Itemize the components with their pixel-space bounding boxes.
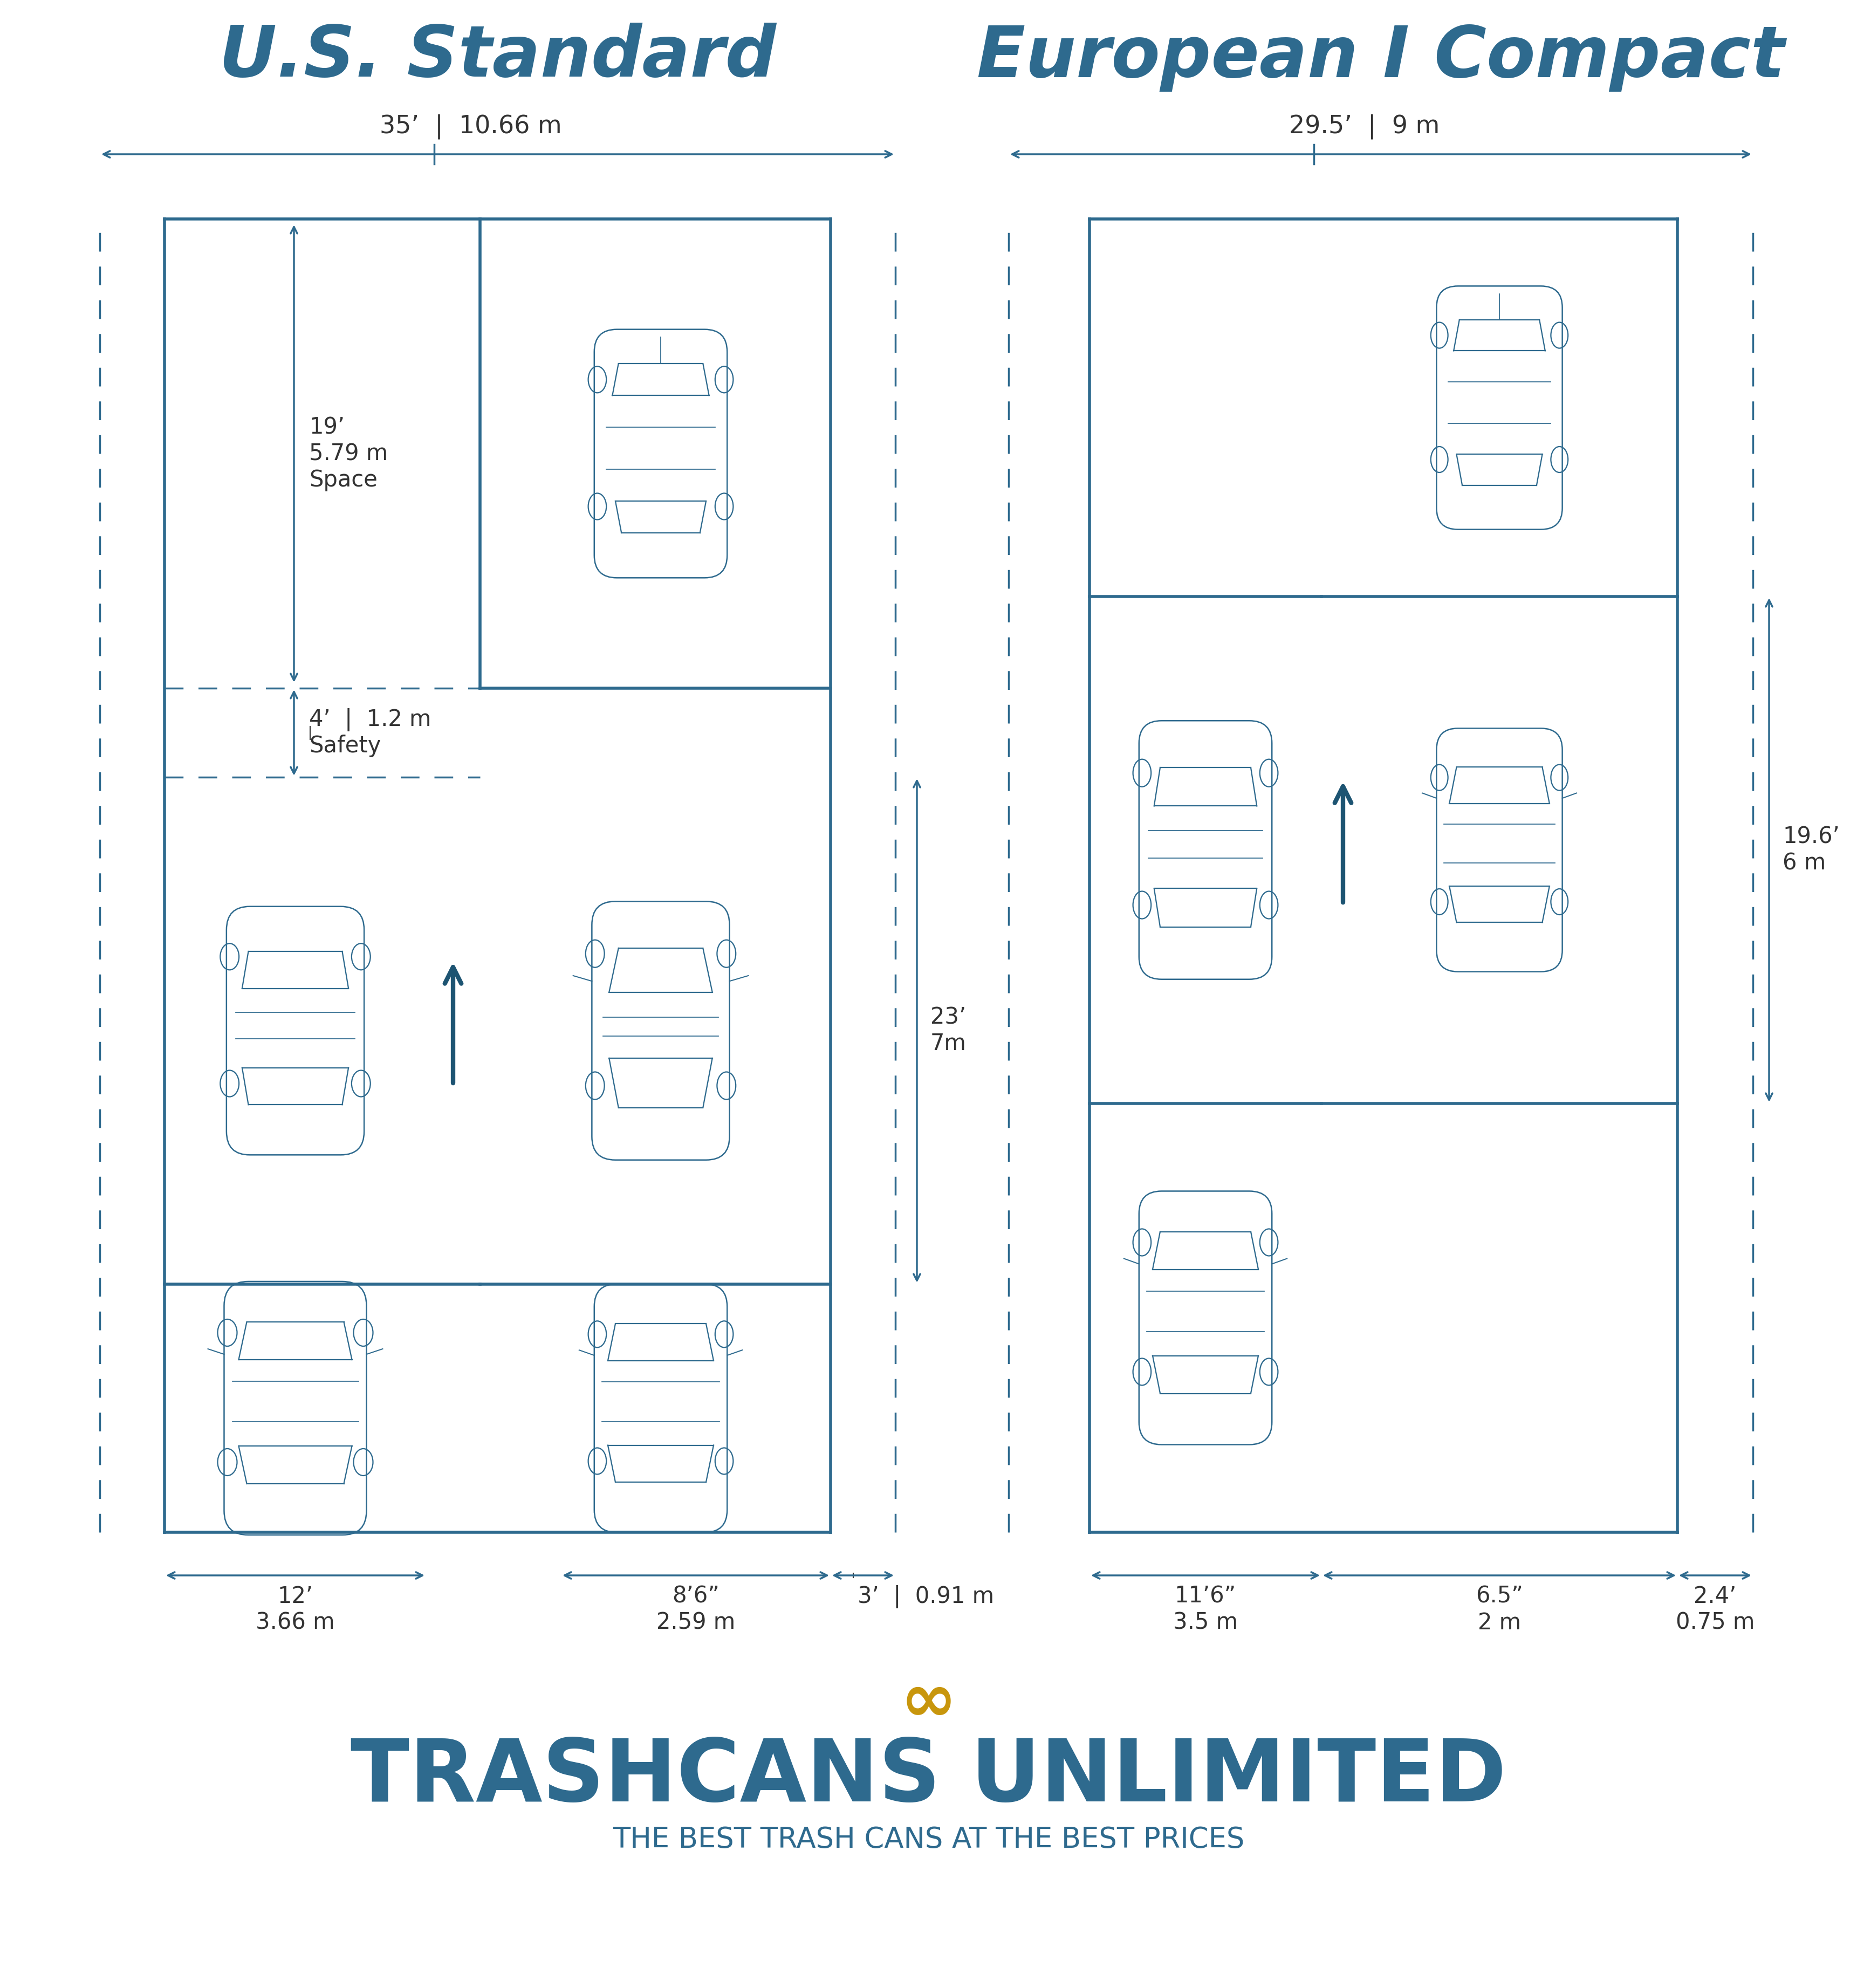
Text: 4’  |  1.2 m
Safety: 4’ | 1.2 m Safety [308, 708, 431, 757]
Text: 3’  |  0.91 m: 3’ | 0.91 m [858, 1584, 993, 1608]
Text: U.S. Standard: U.S. Standard [219, 24, 776, 91]
Text: 19.6’
6 m: 19.6’ 6 m [1783, 825, 1840, 875]
Text: ∞: ∞ [901, 1670, 956, 1736]
Text: 23’
7m: 23’ 7m [930, 1006, 966, 1056]
Text: 6.5”
2 m: 6.5” 2 m [1476, 1584, 1523, 1634]
Text: 11’6”
3.5 m: 11’6” 3.5 m [1174, 1584, 1239, 1634]
Text: European I Compact: European I Compact [977, 24, 1785, 91]
Text: 35’  |  10.66 m: 35’ | 10.66 m [379, 113, 561, 139]
Text: 12’
3.66 m: 12’ 3.66 m [256, 1584, 334, 1634]
Text: 29.5’  |  9 m: 29.5’ | 9 m [1289, 113, 1439, 139]
Text: 2.4’
0.75 m: 2.4’ 0.75 m [1675, 1584, 1755, 1634]
Text: 8’6”
2.59 m: 8’6” 2.59 m [656, 1584, 735, 1634]
Text: 19’
5.79 m
Space: 19’ 5.79 m Space [308, 415, 388, 491]
Text: TRASHCANS UNLIMITED: TRASHCANS UNLIMITED [351, 1736, 1506, 1819]
Text: THE BEST TRASH CANS AT THE BEST PRICES: THE BEST TRASH CANS AT THE BEST PRICES [613, 1825, 1244, 1853]
